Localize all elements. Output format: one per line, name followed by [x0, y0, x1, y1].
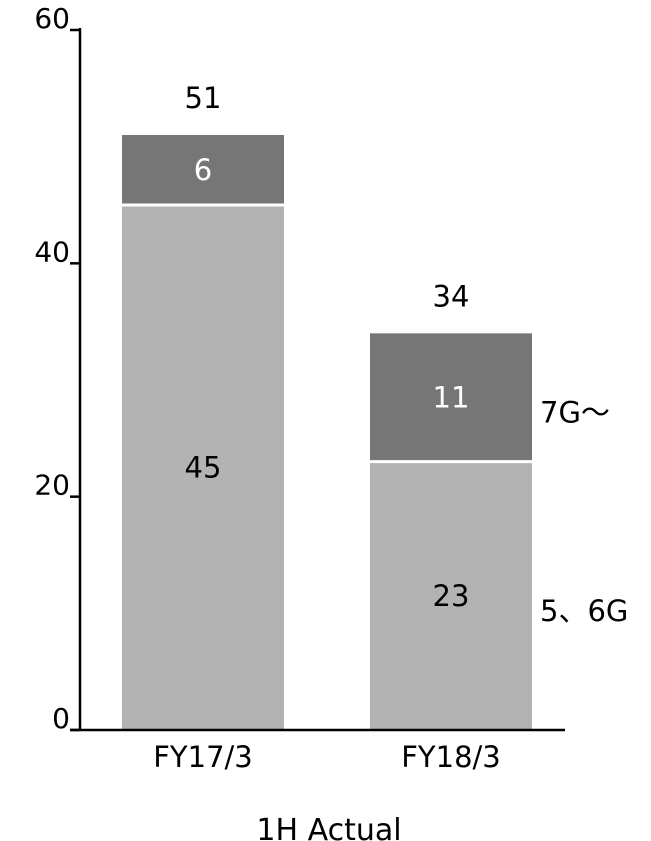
x-tick-label: FY17/3	[153, 740, 253, 774]
bar-segment	[370, 333, 532, 462]
bar-segment	[122, 135, 284, 205]
y-tick-label: 60	[34, 2, 70, 35]
segment-value-label: 6	[194, 153, 212, 187]
y-tick-label: 20	[34, 469, 70, 502]
series-label: 5、6G	[540, 594, 628, 628]
axis-layer: 0 20 40 60	[34, 2, 565, 735]
x-axis-title: 1H Actual	[256, 813, 401, 841]
segment-value-label: 45	[185, 451, 222, 485]
labels-layer: 45 6 51 FY17/3 23 11 34 FY18/3 5、6G 7G～	[153, 81, 628, 774]
bar-segment	[370, 461, 532, 730]
bar-total-label: 34	[433, 279, 470, 313]
segment-value-label: 11	[433, 381, 470, 415]
series-label: 7G～	[540, 396, 610, 430]
y-tick-label: 40	[34, 235, 70, 268]
segment-value-label: 23	[433, 579, 470, 613]
bars-layer	[122, 135, 532, 730]
bar-segment	[122, 205, 284, 730]
bar-total-label: 51	[185, 81, 222, 115]
x-tick-label: FY18/3	[401, 740, 501, 774]
y-tick-label: 0	[52, 702, 70, 735]
